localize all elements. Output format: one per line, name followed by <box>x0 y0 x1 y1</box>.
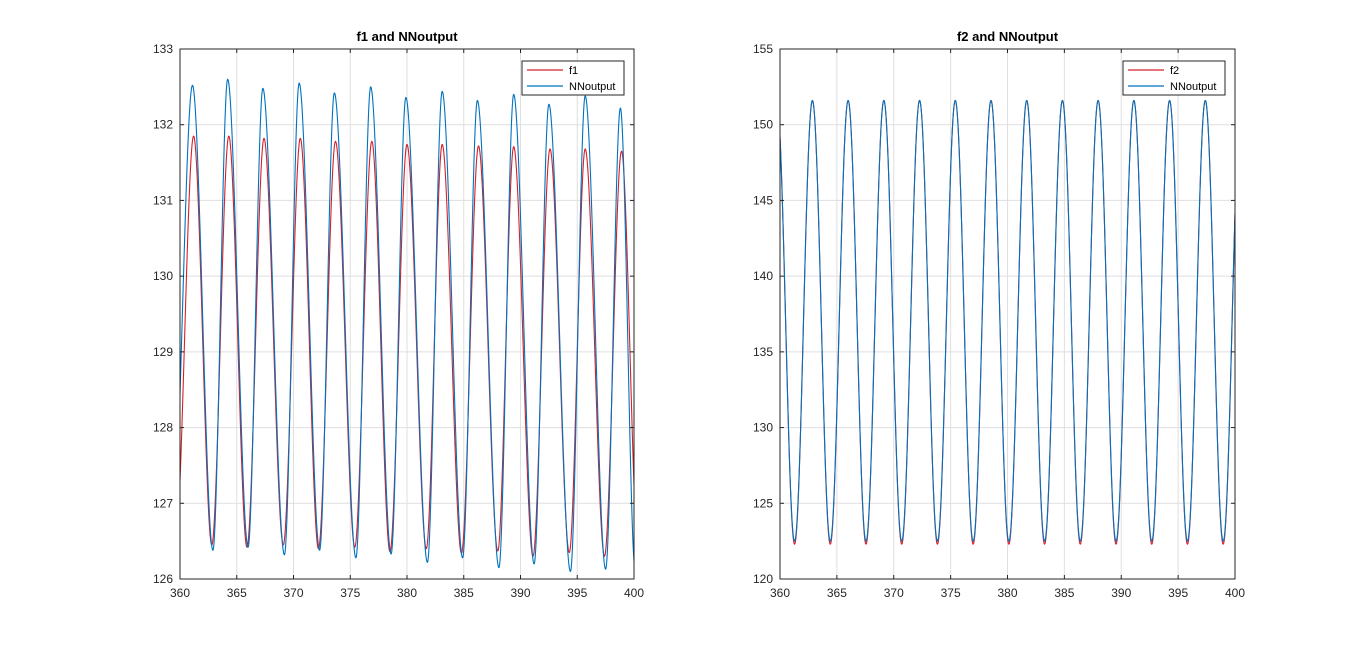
chart-title: f2 and NNoutput <box>957 29 1059 44</box>
plot-f2: 360 365 370 375 380 385 390 395 400 120 125 130 135 1… <box>753 29 1245 600</box>
legend-label-nnoutput: NNoutput <box>1170 81 1216 93</box>
y-tick-label: 130 <box>153 269 173 283</box>
plot-f1: 360 365 370 375 380 385 390 395 400 126 127 128 129 1… <box>153 29 644 600</box>
x-tick-label: 380 <box>997 586 1017 600</box>
legend-box <box>1122 60 1226 96</box>
x-tick-label: 395 <box>567 586 587 600</box>
x-tick-label: 365 <box>827 586 847 600</box>
x-tick-label: 360 <box>170 586 190 600</box>
series-line-nnoutput <box>780 99 1235 542</box>
x-tick-label: 390 <box>510 586 530 600</box>
x-tick-label: 400 <box>624 586 644 600</box>
y-tick-label: 128 <box>153 421 173 435</box>
y-tick-label: 132 <box>153 118 173 132</box>
x-tick-label: 395 <box>1168 586 1188 600</box>
x-tick-label: 400 <box>1225 586 1245 600</box>
x-tick-label: 370 <box>884 586 904 600</box>
series-group <box>180 78 634 572</box>
y-tick-label: 130 <box>753 421 773 435</box>
legend-box <box>521 60 625 96</box>
x-tick-label: 390 <box>1111 586 1131 600</box>
y-tick-label: 125 <box>753 496 773 510</box>
y-tick-label: 131 <box>153 193 173 207</box>
y-tick-label: 129 <box>153 345 173 359</box>
x-tick-label: 370 <box>283 586 303 600</box>
x-tick-label: 380 <box>397 586 417 600</box>
x-tick-label: 360 <box>770 586 790 600</box>
legend: f2 NNoutput <box>1122 60 1226 96</box>
y-tick-label: 135 <box>753 345 773 359</box>
x-tick-label: 365 <box>227 586 247 600</box>
series-line-nnoutput <box>180 78 634 572</box>
legend-label-f1: f1 <box>569 65 578 77</box>
y-tick-label: 126 <box>153 572 173 586</box>
x-tick-label: 385 <box>1054 586 1074 600</box>
legend-label-f2: f2 <box>1170 65 1179 77</box>
y-tick-label: 155 <box>753 42 773 56</box>
x-tick-label: 375 <box>941 586 961 600</box>
series-group <box>780 99 1235 545</box>
x-tick-label: 375 <box>340 586 360 600</box>
y-tick-label: 120 <box>753 572 773 586</box>
chart-title: f1 and NNoutput <box>356 29 458 44</box>
x-tick-label: 385 <box>454 586 474 600</box>
y-tick-label: 133 <box>153 42 173 56</box>
legend-label-nnoutput: NNoutput <box>569 81 615 93</box>
y-tick-label: 145 <box>753 193 773 207</box>
y-tick-label: 140 <box>753 269 773 283</box>
y-tick-label: 150 <box>753 118 773 132</box>
legend: f1 NNoutput <box>521 60 625 96</box>
y-tick-label: 127 <box>153 496 173 510</box>
